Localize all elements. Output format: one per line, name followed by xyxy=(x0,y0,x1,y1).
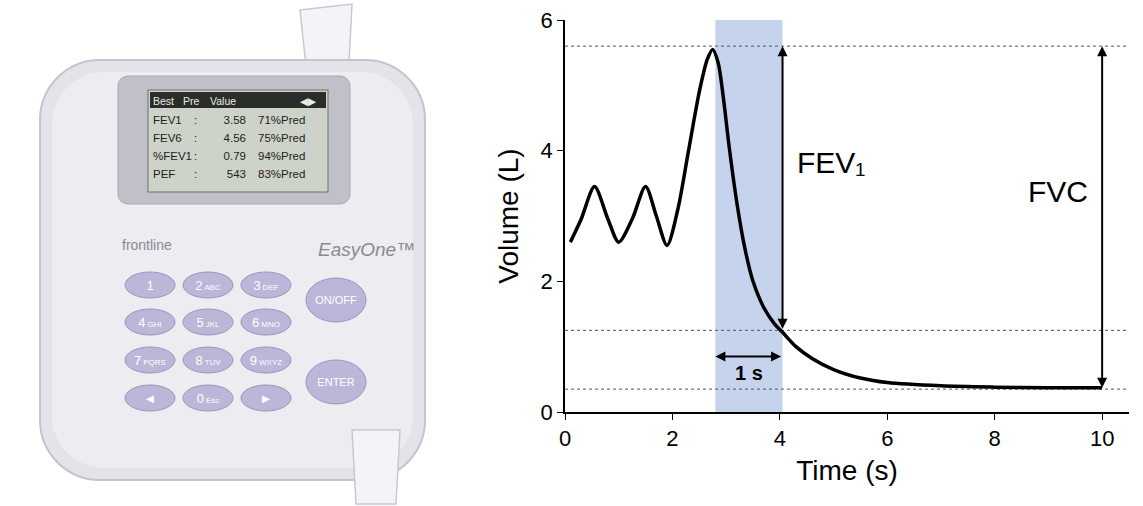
svg-text:3.58: 3.58 xyxy=(224,114,246,126)
svg-text:0Esc: 0Esc xyxy=(197,391,220,406)
svg-text::: : xyxy=(194,132,197,144)
svg-text:3DEF: 3DEF xyxy=(253,278,278,293)
svg-text:2: 2 xyxy=(541,269,553,294)
svg-text:10: 10 xyxy=(1090,426,1114,451)
svg-text:◀▶: ◀▶ xyxy=(300,95,317,107)
svg-text:►: ► xyxy=(260,391,273,406)
svg-text:543: 543 xyxy=(227,168,246,180)
svg-text::: : xyxy=(194,114,197,126)
svg-text:FEV₁: FEV₁ xyxy=(797,146,865,179)
svg-text:6MNO: 6MNO xyxy=(252,315,280,330)
svg-text::: : xyxy=(194,150,197,162)
svg-text:EasyOne™: EasyOne™ xyxy=(318,239,415,260)
svg-text:FEV1: FEV1 xyxy=(153,114,182,126)
svg-text:Pre: Pre xyxy=(183,95,200,107)
svg-text:6: 6 xyxy=(881,426,893,451)
svg-text:FVC: FVC xyxy=(1028,175,1088,208)
svg-text:5JKL: 5JKL xyxy=(196,315,220,330)
svg-text:7PQRS: 7PQRS xyxy=(134,353,166,368)
svg-text:frontline: frontline xyxy=(122,237,172,253)
svg-text:0.79: 0.79 xyxy=(224,150,246,162)
svg-text:Value: Value xyxy=(210,95,236,107)
svg-text:Volume (L): Volume (L) xyxy=(493,148,524,283)
svg-text:94%Pred: 94%Pred xyxy=(258,150,305,162)
svg-text:0: 0 xyxy=(559,426,571,451)
svg-text:PEF: PEF xyxy=(153,168,175,180)
svg-text:Time (s): Time (s) xyxy=(796,455,898,486)
svg-text:ENTER: ENTER xyxy=(317,376,354,388)
svg-text:9WXYZ: 9WXYZ xyxy=(250,353,282,368)
svg-text:FEV6: FEV6 xyxy=(153,132,182,144)
svg-text:1 s: 1 s xyxy=(735,362,763,384)
svg-text:4.56: 4.56 xyxy=(224,132,246,144)
svg-text:4GHI: 4GHI xyxy=(138,315,161,330)
svg-text:83%Pred: 83%Pred xyxy=(258,168,305,180)
svg-text:6: 6 xyxy=(541,8,553,33)
svg-text:75%Pred: 75%Pred xyxy=(258,132,305,144)
svg-text:%FEV1: %FEV1 xyxy=(153,150,192,162)
svg-text::: : xyxy=(194,168,197,180)
svg-text:Best: Best xyxy=(153,95,174,107)
svg-text:8: 8 xyxy=(989,426,1001,451)
svg-text:◄: ◄ xyxy=(144,391,157,406)
svg-text:4: 4 xyxy=(541,138,553,163)
svg-text:8TUV: 8TUV xyxy=(195,353,221,368)
svg-text:0: 0 xyxy=(541,400,553,425)
svg-text:ON/OFF: ON/OFF xyxy=(315,294,357,306)
svg-text:2: 2 xyxy=(666,426,678,451)
svg-text:71%Pred: 71%Pred xyxy=(258,114,305,126)
svg-text:2ABC: 2ABC xyxy=(195,278,221,293)
svg-text:4: 4 xyxy=(774,426,786,451)
svg-text:1: 1 xyxy=(146,278,153,293)
